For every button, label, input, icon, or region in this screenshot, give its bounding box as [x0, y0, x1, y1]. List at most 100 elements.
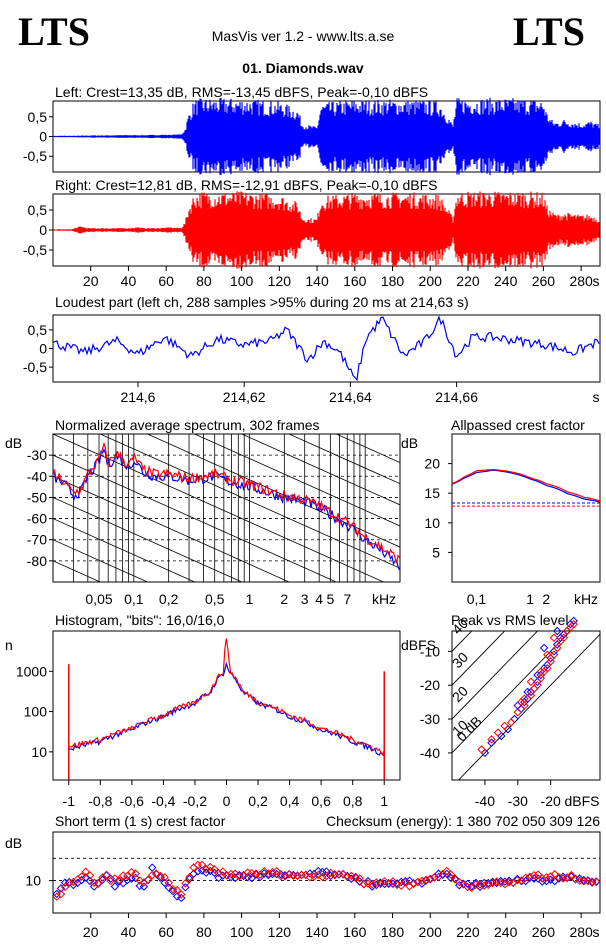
short-crest-x-tick-label: 200	[419, 924, 443, 940]
short-crest-right-point	[127, 867, 136, 877]
short-crest-checksum: Checksum (energy): 1 380 702 050 309 126	[326, 813, 600, 829]
left-waveform-y-tick-label: 0	[39, 129, 47, 145]
histogram-y-tick-label: 10	[31, 744, 47, 760]
histogram-right-line	[68, 638, 385, 756]
loudest-part-x-tick-label: 214,66	[435, 389, 478, 405]
short-crest-left-point	[185, 874, 194, 884]
short-crest-right-point	[56, 889, 66, 899]
short-crest-right-point	[131, 869, 140, 878]
allpassed-crest-left-line	[451, 469, 601, 503]
histogram-x-tick-label: 0,8	[343, 793, 363, 809]
allpassed-crest-title: Allpassed crest factor	[451, 417, 585, 433]
avg-spectrum-x-tick-label: 4	[315, 591, 323, 607]
short-crest-right-point	[264, 869, 273, 878]
short-crest-left-point	[363, 876, 373, 886]
left-waveform-title: Left: Crest=13,35 dB, RMS=-13,45 dBFS, P…	[55, 84, 428, 100]
allpassed-crest-y-tick-label: 20	[424, 456, 440, 472]
short-crest-x-unit: s	[593, 924, 600, 940]
app-title: MasVis ver 1.2 - www.lts.a.se	[211, 28, 395, 44]
short-crest-x-tick-label: 140	[305, 924, 329, 940]
peak-rms-y-tick-label: -10	[420, 643, 440, 659]
right-waveform-x-tick-label: 80	[196, 273, 212, 289]
avg-spectrum-slope-line	[53, 518, 196, 582]
histogram-x-tick-label: -0,8	[88, 793, 112, 809]
short-crest-left-point	[513, 874, 522, 884]
short-crest-right-point	[442, 866, 452, 876]
short-crest-right-point	[488, 878, 497, 888]
loudest-part-line	[52, 315, 600, 382]
histogram-frame	[52, 630, 401, 781]
loudest-part-x-tick-label: 214,6	[120, 389, 155, 405]
histogram-x-tick-label: -0,6	[120, 793, 144, 809]
avg-spectrum-x-unit: kHz	[372, 591, 396, 607]
peak-rms-right-point	[536, 674, 546, 683]
short-crest-right-point	[218, 867, 228, 876]
right-waveform-x-tick-label: 60	[158, 273, 174, 289]
avg-spectrum-slope-line	[53, 434, 385, 582]
loudest-part-x-tick-label: 214,64	[329, 389, 372, 405]
short-crest-right-point	[106, 876, 115, 886]
short-crest-x-tick-label: 260	[532, 924, 556, 940]
short-crest-x-tick-label: 100	[230, 924, 254, 940]
loudest-part-x-tick-label: 214,62	[223, 389, 266, 405]
peak-rms-right-point	[526, 677, 536, 687]
short-crest-title: Short term (1 s) crest factor	[55, 813, 226, 829]
short-crest-right-point	[147, 870, 157, 880]
short-crest-x-tick-label: 180	[381, 924, 405, 940]
peak-rms-right-point	[533, 680, 542, 690]
short-crest-right-point	[77, 872, 86, 881]
short-crest-left-point	[471, 878, 481, 888]
short-crest-right-point	[94, 879, 103, 888]
loudest-part-y-tick-label: 0,5	[28, 322, 48, 338]
allpassed-crest-y-tick-label: 5	[432, 544, 440, 560]
short-crest-right-point	[309, 872, 319, 881]
left-waveform-y-tick-label: 0,5	[28, 109, 48, 125]
short-crest-right-point	[280, 872, 290, 881]
peak-rms-right-point	[493, 728, 503, 737]
avg-spectrum-y-tick-label: -80	[27, 553, 47, 569]
short-crest-right-point	[546, 872, 555, 881]
peak-rms-y-tick-label: -20	[420, 677, 440, 693]
peak-rms-x-tick-label: -30	[508, 793, 528, 809]
histogram-y-label: n	[5, 637, 13, 653]
histogram-x-tick-label: 0,6	[311, 793, 331, 809]
short-crest-right-point	[500, 879, 510, 889]
avg-spectrum-x-tick-label: 0,5	[205, 591, 225, 607]
short-crest-x-tick-label: 280	[569, 924, 593, 940]
short-crest-x-tick-label: 220	[456, 924, 480, 940]
peak-rms-right-point	[500, 721, 509, 731]
peak-rms-right-point	[506, 718, 516, 727]
peak-rms-crest-line	[452, 631, 572, 754]
peak-rms-right-point	[526, 691, 536, 700]
loudest-part-y-tick-label: -0,5	[23, 359, 47, 375]
allpassed-crest-y-tick-label: 10	[424, 515, 440, 531]
peak-rms-right-point	[546, 657, 555, 666]
short-crest-right-point	[135, 876, 145, 885]
short-crest-right-point	[102, 870, 111, 880]
avg-spectrum-slope-line	[53, 645, 400, 800]
avg-spectrum-slope-line	[99, 434, 400, 569]
right-waveform-x-tick-label: 220	[456, 273, 480, 289]
short-crest-x-tick-label: 60	[158, 924, 174, 940]
peak-rms-crest-line	[452, 631, 473, 652]
avg-spectrum-slope-line	[335, 434, 400, 463]
loudest-part-frame	[52, 314, 601, 383]
short-crest-right-point	[181, 879, 190, 888]
short-crest-left-point	[56, 884, 66, 893]
allpassed-crest-y-label: dB	[401, 435, 418, 451]
avg-spectrum-x-tick-label: 7	[343, 591, 351, 607]
peak-rms-right-point	[543, 664, 552, 673]
avg-spectrum-slope-line	[53, 475, 291, 582]
short-crest-right-point	[114, 875, 124, 885]
peak-rms-frame	[451, 630, 601, 781]
short-crest-right-point	[347, 871, 356, 881]
avg-spectrum-y-tick-label: -30	[27, 447, 47, 463]
short-crest-x-tick-label: 20	[83, 924, 99, 940]
avg-spectrum-slope-line	[193, 434, 400, 527]
short-crest-x-tick-label: 40	[121, 924, 137, 940]
histogram-y-tick-label: 100	[24, 704, 48, 720]
peak-rms-right-point	[513, 708, 523, 717]
short-crest-right-point	[185, 872, 194, 882]
peak-rms-right-point	[520, 694, 529, 703]
